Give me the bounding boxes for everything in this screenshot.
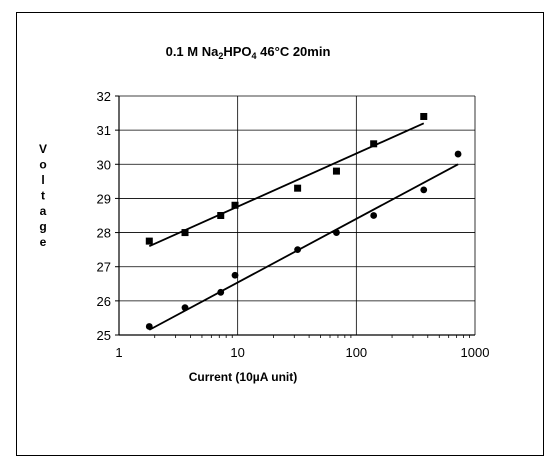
y-tick-label: 30 (97, 157, 111, 172)
data-point-square (217, 212, 225, 219)
y-axis-label-letter: g (39, 220, 46, 234)
grid-layer (118, 95, 476, 336)
data-point-circle (333, 229, 340, 236)
y-axis-label-letter: V (39, 142, 47, 156)
data-point-circle (454, 150, 462, 158)
data-point-circle (145, 323, 153, 330)
trendline-1 (148, 122, 425, 248)
tick-labels-layer: 25 26 27 28 29 30 31 32 1 10 100 1000 (97, 89, 490, 360)
x-axis-label: Current (10µA unit) (189, 370, 297, 384)
data-point-square (181, 229, 189, 237)
y-axis-label-letter: e (40, 235, 47, 249)
marks-layer (145, 112, 462, 330)
data-point-square (231, 201, 239, 209)
data-point-square (420, 112, 428, 120)
data-point-circle (217, 288, 225, 296)
y-tick-label: 32 (97, 89, 111, 104)
x-tick-label: 1 (115, 345, 122, 360)
y-axis-label-letter: o (39, 158, 46, 172)
trendline-layer (148, 122, 459, 331)
y-axis-label-letter: l (41, 173, 44, 187)
data-point-square (145, 237, 153, 245)
x-tick-label: 10 (230, 345, 244, 360)
y-axis-label-letter: a (40, 204, 47, 218)
data-point-circle (231, 271, 239, 279)
data-point-square (332, 167, 340, 175)
data-point-circle (370, 212, 378, 219)
x-tick-label: 100 (345, 345, 367, 360)
chart-svg: 0.1 M Na2HPO4 46°C 20min 25 26 27 28 29 30 31 3… (39, 44, 490, 384)
data-point-circle (294, 246, 302, 254)
chart-frame: 0.1 M Na2HPO4 46°C 20min 25 26 27 28 29 30 31 3… (16, 12, 544, 456)
y-tick-label: 26 (97, 294, 111, 309)
trendline-2 (148, 163, 459, 331)
data-point-circle (420, 186, 428, 194)
y-tick-label: 31 (97, 123, 111, 138)
y-tick-label: 28 (97, 226, 111, 241)
x-tick-label: 1000 (461, 345, 490, 360)
y-tick-label: 29 (97, 191, 111, 206)
y-axis-label-letter: t (41, 189, 45, 203)
axes-layer (115, 95, 475, 338)
data-point-square (294, 184, 302, 192)
y-tick-label: 27 (97, 260, 111, 275)
chart-title: 0.1 M Na2HPO4 46°C 20min (166, 44, 331, 61)
data-point-square (370, 140, 378, 148)
data-point-circle (181, 304, 189, 312)
y-tick-label: 25 (97, 328, 111, 343)
